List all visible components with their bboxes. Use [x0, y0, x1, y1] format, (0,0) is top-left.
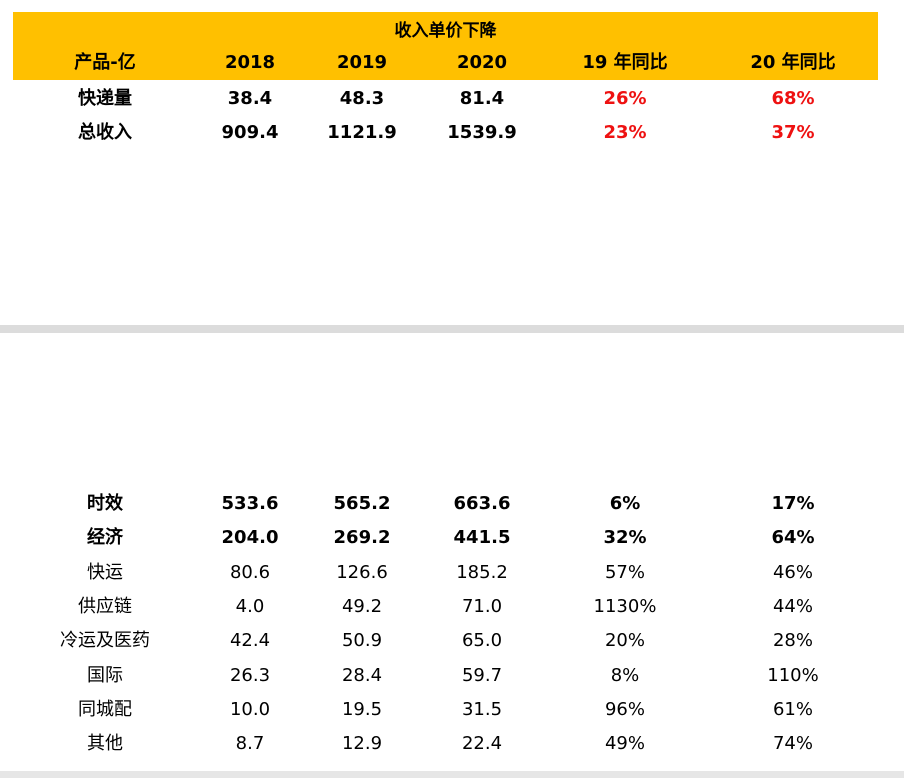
table-row: 供应链 4.0 49.2 71.0 1130% 44%: [0, 592, 904, 622]
cell-2018: 42.4: [229, 630, 271, 651]
cell-yoy-19: 8%: [610, 665, 640, 686]
cell-2018: 8.7: [235, 733, 265, 754]
row-label: 国际: [87, 665, 123, 686]
header-product: 产品-亿: [74, 52, 136, 73]
cell-2018: 909.4: [221, 122, 279, 143]
table-row: 经济 204.0 269.2 441.5 32% 64%: [0, 523, 904, 553]
cell-2020: 441.5: [453, 527, 511, 548]
cell-2018: 26.3: [229, 665, 271, 686]
cell-2019: 565.2: [333, 493, 391, 514]
cell-yoy-20: 61%: [772, 699, 813, 720]
row-label: 快递量: [78, 88, 132, 109]
cell-yoy-19: 96%: [604, 699, 645, 720]
cell-yoy-20: 44%: [772, 596, 813, 617]
row-label: 其他: [87, 733, 123, 754]
cell-yoy-19: 23%: [603, 122, 647, 143]
header-2019: 2019: [336, 52, 388, 73]
cell-2019: 1121.9: [327, 122, 397, 143]
cell-yoy-20: 64%: [771, 527, 815, 548]
cell-yoy-20: 74%: [772, 733, 813, 754]
cell-2018: 80.6: [229, 562, 271, 583]
cell-yoy-19: 49%: [604, 733, 645, 754]
cell-yoy-20: 37%: [771, 122, 815, 143]
cell-2020: 22.4: [461, 733, 503, 754]
table-row: 其他 8.7 12.9 22.4 49% 74%: [0, 729, 904, 759]
table-row: 时效 533.6 565.2 663.6 6% 17%: [0, 489, 904, 519]
cell-2019: 48.3: [339, 88, 385, 109]
cell-2020: 31.5: [461, 699, 503, 720]
cell-2019: 49.2: [341, 596, 383, 617]
cell-2019: 269.2: [333, 527, 391, 548]
cell-yoy-20: 46%: [772, 562, 813, 583]
row-label: 时效: [87, 493, 123, 514]
table-header-band: [13, 12, 878, 80]
header-2018: 2018: [224, 52, 276, 73]
cell-2019: 28.4: [341, 665, 383, 686]
table-row: 国际 26.3 28.4 59.7 8% 110%: [0, 661, 904, 691]
cell-2018: 204.0: [221, 527, 279, 548]
table-row: 同城配 10.0 19.5 31.5 96% 61%: [0, 695, 904, 725]
cell-yoy-20: 28%: [772, 630, 813, 651]
table-row: 总收入 909.4 1121.9 1539.9 23% 37%: [0, 118, 904, 148]
cell-2018: 10.0: [229, 699, 271, 720]
cell-2019: 19.5: [341, 699, 383, 720]
cell-2020: 71.0: [461, 596, 503, 617]
cell-yoy-20: 68%: [771, 88, 815, 109]
cell-2018: 533.6: [221, 493, 279, 514]
cell-yoy-19: 6%: [609, 493, 641, 514]
row-label: 总收入: [78, 122, 132, 143]
cell-2019: 126.6: [336, 562, 388, 583]
header-2020: 2020: [456, 52, 508, 73]
table-row: 快递量 38.4 48.3 81.4 26% 68%: [0, 84, 904, 114]
row-label: 快运: [87, 562, 123, 583]
header-yoy-20: 20 年同比: [750, 52, 836, 73]
cell-2020: 65.0: [461, 630, 503, 651]
row-label: 同城配: [78, 699, 132, 720]
cell-2020: 1539.9: [447, 122, 517, 143]
table-header-row: 产品-亿 2018 2019 2020 19 年同比 20 年同比: [0, 48, 904, 78]
cell-yoy-20: 110%: [767, 665, 819, 686]
cell-yoy-19: 1130%: [593, 596, 657, 617]
table-title: 收入单价下降: [394, 21, 497, 41]
table-row: 冷运及医药 42.4 50.9 65.0 20% 28%: [0, 626, 904, 656]
cell-yoy-19: 57%: [604, 562, 645, 583]
cell-2020: 81.4: [459, 88, 505, 109]
cell-yoy-20: 17%: [771, 493, 815, 514]
cell-2020: 59.7: [461, 665, 503, 686]
cell-2018: 38.4: [227, 88, 273, 109]
cell-2019: 50.9: [341, 630, 383, 651]
cell-2019: 12.9: [341, 733, 383, 754]
section-divider: [0, 325, 904, 333]
row-label: 冷运及医药: [60, 630, 150, 651]
bottom-scroll-edge: [0, 771, 904, 778]
header-yoy-19: 19 年同比: [582, 52, 668, 73]
cell-yoy-19: 20%: [604, 630, 645, 651]
row-label: 经济: [87, 527, 123, 548]
cell-2020: 185.2: [456, 562, 508, 583]
cell-2018: 4.0: [235, 596, 265, 617]
cell-yoy-19: 32%: [603, 527, 647, 548]
cell-2020: 663.6: [453, 493, 511, 514]
cell-yoy-19: 26%: [603, 88, 647, 109]
row-label: 供应链: [78, 596, 132, 617]
table-row: 快运 80.6 126.6 185.2 57% 46%: [0, 558, 904, 588]
